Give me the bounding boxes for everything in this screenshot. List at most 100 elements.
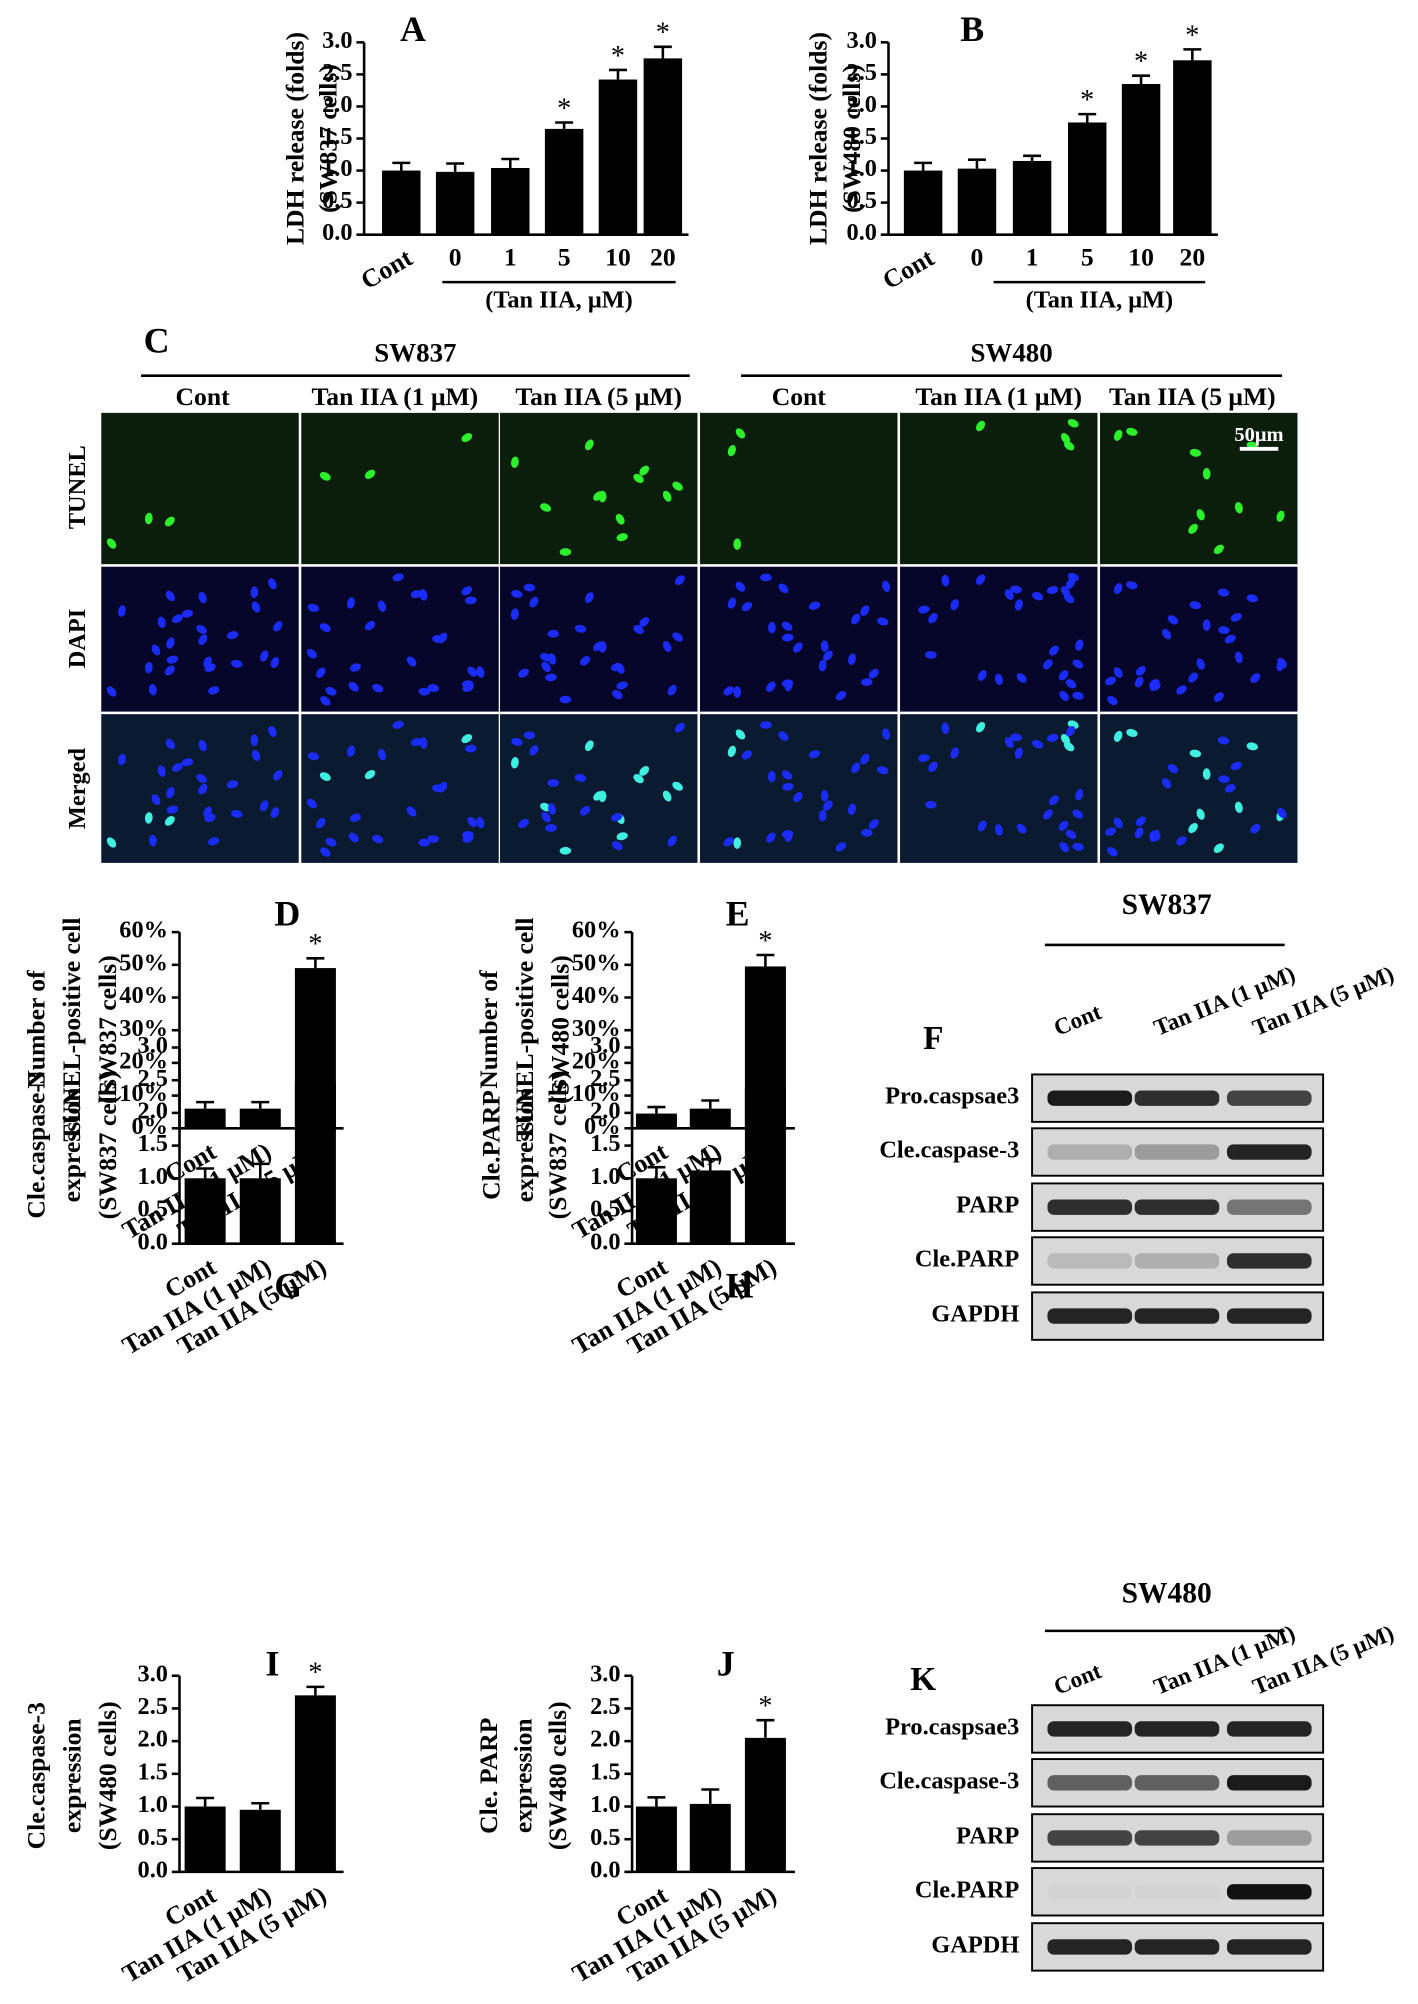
y-axis-label: expression	[57, 1088, 86, 1203]
bar	[598, 79, 638, 235]
nucleus	[639, 465, 650, 476]
nucleus	[580, 656, 591, 666]
nucleus	[1043, 659, 1053, 670]
y-tick-label: 0.0	[138, 1856, 168, 1883]
micrograph	[500, 714, 698, 863]
nucleus	[106, 837, 117, 848]
nucleus	[667, 835, 677, 847]
nucleus	[1202, 768, 1211, 780]
nucleus	[273, 621, 283, 632]
y-tick-label: 2.5	[590, 1065, 620, 1092]
nucleus	[1004, 737, 1014, 748]
nucleus	[672, 481, 683, 491]
y-axis-label: Cle.caspase-3	[21, 1702, 50, 1849]
blot-band	[1047, 1721, 1133, 1737]
significance-marker: *	[1185, 20, 1199, 51]
blot-row-label: PARP	[956, 1823, 1019, 1850]
nucleus	[672, 781, 683, 791]
nucleus	[778, 583, 789, 594]
nucleus	[860, 753, 870, 765]
panel-label: I	[265, 1644, 279, 1684]
nucleus	[1149, 833, 1161, 842]
nucleus	[584, 592, 594, 604]
nucleus	[268, 578, 277, 590]
bar	[643, 58, 683, 235]
nucleus	[406, 806, 417, 817]
y-tick-label: 60%	[572, 917, 621, 944]
y-tick-label: 10%	[119, 1080, 168, 1107]
bar	[903, 170, 943, 235]
nucleus	[1032, 592, 1044, 601]
bar	[239, 1809, 281, 1872]
blot-band	[1134, 1939, 1220, 1955]
nucleus	[462, 680, 474, 688]
significance-marker: *	[1080, 85, 1094, 116]
nucleus	[823, 650, 833, 661]
nucleus	[196, 773, 207, 784]
blot-band	[1226, 1830, 1312, 1846]
significance-marker: *	[758, 1047, 772, 1078]
nucleus	[941, 722, 950, 734]
nucleus	[1064, 441, 1075, 451]
y-axis-label: LDH release (folds)	[280, 32, 309, 245]
nucleus	[1046, 733, 1059, 742]
nucleus	[1014, 747, 1023, 759]
nucleus	[432, 784, 444, 793]
nucleus	[1107, 695, 1118, 706]
y-tick-label: 3.0	[590, 1660, 620, 1687]
nucleus	[559, 846, 572, 855]
nucleus	[392, 573, 404, 582]
panel-label: E	[726, 894, 750, 934]
y-axis-label: (SW837 cells)	[314, 64, 343, 213]
nucleus	[1072, 842, 1084, 851]
nucleus	[598, 641, 607, 653]
nucleus	[268, 725, 277, 737]
y-tick-label: 0.0	[590, 1856, 620, 1883]
nucleus	[165, 590, 175, 602]
y-tick-label: 2.5	[847, 59, 877, 86]
nucleus	[941, 574, 950, 587]
micrograph	[500, 566, 698, 712]
x-tick-label: 20	[1180, 242, 1206, 271]
nucleus	[584, 740, 594, 752]
bar	[239, 1108, 281, 1129]
y-axis-label: (SW480 cells)	[543, 1701, 572, 1850]
nucleus	[461, 734, 473, 744]
y-tick-label: 2.5	[138, 1065, 168, 1092]
y-tick-label: 2.5	[322, 59, 352, 86]
nucleus	[144, 661, 153, 674]
nucleus	[117, 753, 126, 766]
nucleus	[851, 762, 861, 774]
nucleus	[781, 770, 793, 780]
nucleus	[165, 738, 175, 750]
nucleus	[418, 838, 431, 847]
nucleus	[674, 722, 685, 733]
bar	[184, 1108, 226, 1129]
y-tick-label: 3.0	[322, 27, 352, 54]
nucleus	[768, 621, 776, 634]
y-tick-label: 1.0	[138, 1163, 168, 1190]
nucleus	[364, 469, 376, 479]
nucleus	[529, 596, 539, 608]
nucleus	[465, 596, 477, 605]
y-tick-label: 0%	[584, 1113, 621, 1140]
nucleus	[793, 642, 803, 653]
significance-marker: *	[758, 1691, 772, 1722]
blot-band	[1047, 1253, 1133, 1269]
nucleus	[1217, 588, 1230, 597]
nucleus	[523, 583, 536, 592]
column-title: Tan IIA (1 μM)	[312, 382, 479, 411]
nucleus	[1176, 685, 1187, 695]
nucleus	[467, 666, 477, 677]
nucleus	[349, 813, 362, 822]
row-label: DAPI	[64, 609, 91, 669]
nucleus	[204, 663, 216, 672]
y-axis-label: expression	[509, 1718, 538, 1833]
nucleus	[1276, 510, 1285, 522]
y-tick-label: 3.0	[590, 1032, 620, 1059]
blot-row-label: GAPDH	[931, 1301, 1019, 1328]
nucleus	[181, 758, 194, 767]
nucleus	[1113, 817, 1123, 829]
blot-band	[1226, 1144, 1312, 1160]
